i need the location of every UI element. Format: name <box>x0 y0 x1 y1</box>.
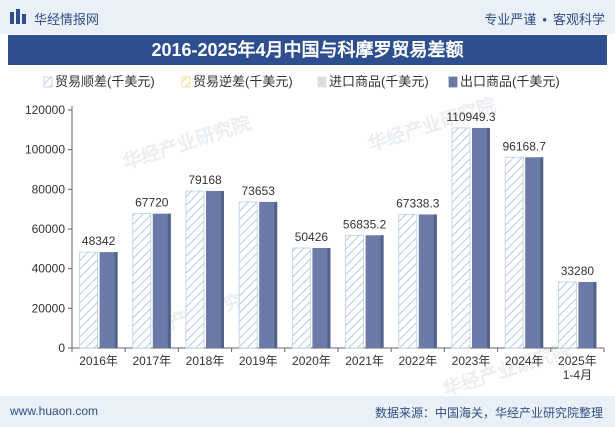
bar-export <box>418 214 437 348</box>
tagline: 专业严谨 • 客观科学 <box>484 9 605 28</box>
legend-swatch <box>448 76 458 88</box>
footer: www.huaon.com 数据来源：中国海关，华经产业研究院整理 <box>0 396 615 427</box>
data-label: 73653 <box>242 184 276 198</box>
bar-export-shade <box>274 201 278 348</box>
bar-export-shade <box>221 190 224 348</box>
data-label: 79168 <box>188 173 222 187</box>
y-tick-label: 40000 <box>32 262 66 276</box>
y-tick-label: 60000 <box>32 222 66 236</box>
chart-title: 2016-2025年4月中国与科摩罗贸易差额 <box>8 35 607 65</box>
bar-export <box>312 247 331 348</box>
data-label: 48342 <box>82 234 116 248</box>
x-tick-label: 2016年 <box>79 354 118 368</box>
bar-export-shade <box>380 235 384 348</box>
y-axis: 0 20000 40000 60000 80000 100000 120000 <box>25 103 73 355</box>
data-label: 50426 <box>295 230 329 244</box>
x-tick-label: 2024年 <box>505 354 544 368</box>
chart-legend: 贸易顺差(千美元) 贸易逆差(千美元) 进口商品(千美元) 出口商品(千美元) <box>43 74 560 89</box>
data-labels: 48342 67720 79168 73653 50426 56835.2 67338.3 1… <box>82 110 594 278</box>
bar-export-shade <box>114 252 118 348</box>
y-tick-label: 0 <box>58 341 65 355</box>
bar-export-shade <box>167 213 171 348</box>
bar-trade-surplus <box>504 156 524 349</box>
bar-export-shade <box>433 214 437 348</box>
legend-label: 贸易逆差(千美元) <box>193 74 293 89</box>
bar-trade-surplus <box>345 234 365 349</box>
bar-trade-surplus <box>398 214 418 349</box>
y-tick-label: 120000 <box>25 103 65 117</box>
bar-export-shade <box>487 127 490 348</box>
separator-dot-icon: • <box>542 12 547 27</box>
bar-trade-surplus <box>238 201 258 349</box>
bar-export <box>525 157 544 348</box>
brand-name: 华经情报网 <box>34 12 100 27</box>
bar-export <box>259 201 278 348</box>
x-tick-label: 2020年 <box>292 354 331 368</box>
bar-export <box>365 235 384 348</box>
bar-export <box>206 190 224 348</box>
bar-export <box>152 213 171 348</box>
bar-export-shade <box>593 281 597 348</box>
legend-swatch <box>317 76 327 88</box>
legend-swatch <box>43 76 53 88</box>
bar-trade-surplus <box>451 127 471 349</box>
x-tick-label: 2025年 1-4月 <box>558 354 597 382</box>
x-tick-label: 2023年 <box>452 354 491 368</box>
bar-trade-surplus <box>79 251 98 349</box>
bar-trade-surplus <box>291 247 311 349</box>
tagline-right: 客观科学 <box>552 12 605 27</box>
y-tick-label: 100000 <box>25 143 65 157</box>
bar-export <box>472 127 490 348</box>
x-tick-label: 2021年 <box>345 354 384 368</box>
tagline-left: 专业严谨 <box>484 12 537 27</box>
bar-trade-surplus <box>558 281 577 349</box>
bar-trade-surplus <box>185 190 205 349</box>
legend-label: 贸易顺差(千美元) <box>55 74 155 89</box>
legend-label: 进口商品(千美元) <box>329 74 429 89</box>
y-tick-label: 20000 <box>32 301 66 315</box>
bars <box>79 127 597 349</box>
chart-area: 贸易顺差(千美元) 贸易逆差(千美元) 进口商品(千美元) 出口商品(千美元) 0 20… <box>25 74 605 382</box>
data-label: 110949.3 <box>446 110 495 124</box>
data-label: 67338.3 <box>396 196 440 210</box>
x-tick-label: 2018年 <box>186 354 225 368</box>
data-label: 67720 <box>135 196 169 210</box>
x-axis: 2016年 2017年 2018年 2019年 2020年 2021年 2022年 2023年… <box>71 347 605 382</box>
bar-export <box>99 252 118 348</box>
x-tick-label: 2022年 <box>398 354 437 368</box>
data-label: 56835.2 <box>343 217 387 231</box>
bar-export <box>578 281 597 348</box>
y-tick-label: 80000 <box>32 182 66 196</box>
top-bar: 华经情报网 专业严谨 • 客观科学 <box>0 0 615 34</box>
bar-export-shade <box>540 157 544 348</box>
brand-logo-icon <box>10 9 26 24</box>
footer-url: www.huaon.com <box>10 404 99 418</box>
data-label: 33280 <box>561 264 595 278</box>
bar-trade-surplus <box>132 213 152 349</box>
bar-export-shade <box>327 247 331 348</box>
legend-label: 出口商品(千美元) <box>460 74 560 89</box>
x-tick-label: 2017年 <box>132 354 171 368</box>
footer-source: 数据来源：中国海关，华经产业研究院整理 <box>374 406 603 420</box>
x-tick-label: 2019年 <box>239 354 278 368</box>
data-label: 96168.7 <box>503 139 547 153</box>
legend-swatch <box>181 76 191 88</box>
